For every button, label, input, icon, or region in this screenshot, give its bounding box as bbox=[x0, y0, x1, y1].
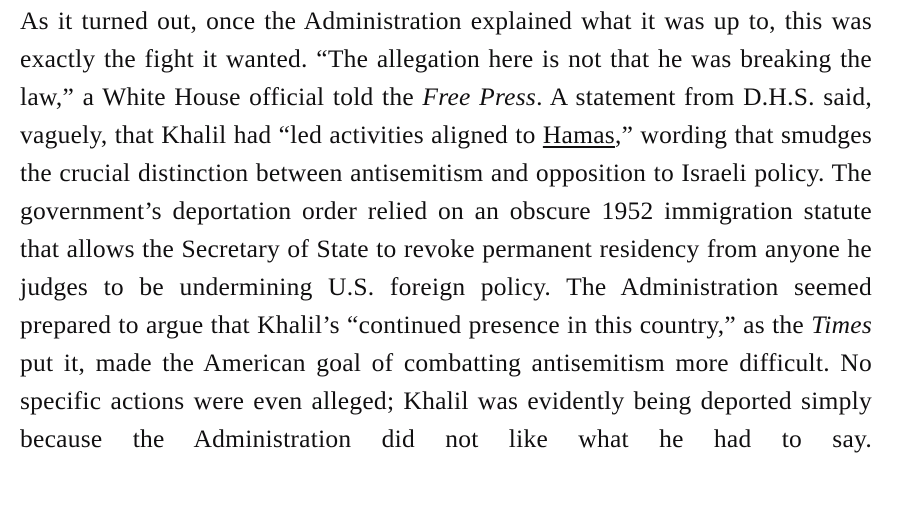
article-body: As it turned out, once the Administratio… bbox=[20, 2, 872, 496]
paragraph-text-segment-1: As it turned out, once the Administratio… bbox=[20, 6, 872, 111]
paragraph-text-segment-4: put it, made the American goal of combat… bbox=[20, 348, 872, 453]
paragraph-text-segment-3: ,” wording that smudges the crucial dist… bbox=[20, 120, 872, 339]
article-paragraph: As it turned out, once the Administratio… bbox=[20, 2, 872, 496]
paragraph-text-segment-2: . A statement from D.H.S. said, vaguely,… bbox=[20, 82, 872, 149]
inline-link-hamas[interactable]: Hamas bbox=[542, 120, 615, 149]
publication-name-free-press: Free Press bbox=[422, 82, 537, 111]
publication-name-times: Times bbox=[811, 310, 872, 339]
